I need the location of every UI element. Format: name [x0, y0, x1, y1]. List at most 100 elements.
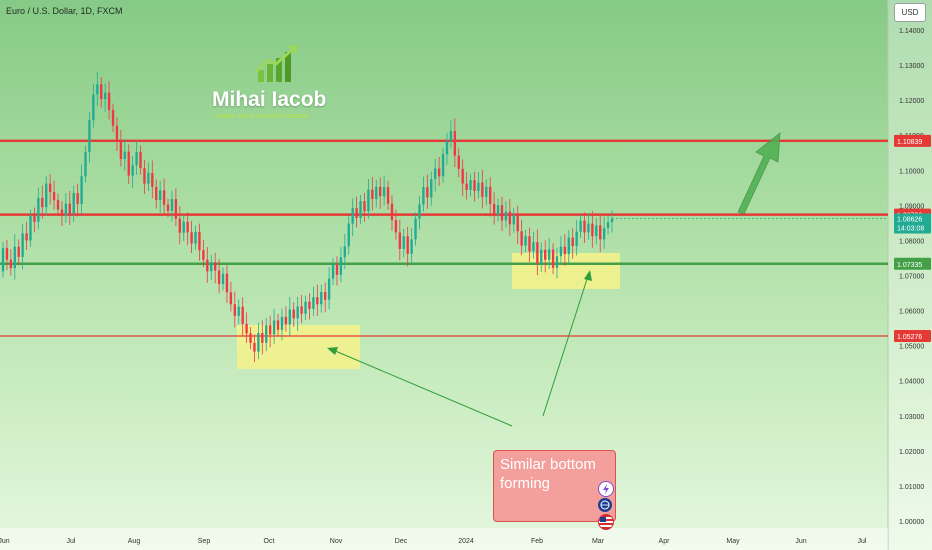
candle-body[interactable] [512, 215, 515, 225]
candle-body[interactable] [359, 201, 362, 218]
candle-body[interactable] [567, 237, 570, 255]
candle-body[interactable] [123, 151, 126, 160]
candle-body[interactable] [233, 304, 236, 316]
candle-body[interactable] [571, 237, 574, 247]
candle-body[interactable] [127, 151, 130, 176]
candle-body[interactable] [272, 320, 276, 335]
candle-body[interactable] [410, 239, 413, 254]
candle-body[interactable] [56, 200, 60, 210]
candle-body[interactable] [386, 187, 390, 204]
candle-body[interactable] [198, 232, 201, 251]
candle-body[interactable] [147, 173, 150, 184]
candle-body[interactable] [528, 236, 531, 252]
candle-body[interactable] [437, 168, 441, 177]
candle-body[interactable] [52, 192, 56, 201]
candle-body[interactable] [461, 168, 464, 184]
candle-body[interactable] [115, 125, 119, 141]
candle-body[interactable] [343, 246, 347, 258]
candle-body[interactable] [371, 189, 374, 200]
candle-body[interactable] [449, 131, 453, 142]
projection-arrow[interactable] [737, 132, 781, 215]
candle-body[interactable] [375, 186, 378, 200]
candle-body[interactable] [64, 203, 68, 216]
candle-body[interactable] [9, 259, 13, 269]
arrow-to-oct-bottom[interactable] [332, 349, 513, 427]
candle-body[interactable] [524, 236, 527, 246]
candle-body[interactable] [555, 256, 559, 268]
candle-body[interactable] [210, 262, 213, 272]
candle-body[interactable] [68, 203, 71, 214]
candle-body[interactable] [331, 264, 335, 279]
candle-body[interactable] [217, 270, 221, 284]
candle-body[interactable] [327, 278, 331, 300]
candle-body[interactable] [583, 220, 586, 233]
candle-body[interactable] [178, 218, 181, 233]
candle-body[interactable] [496, 205, 500, 216]
candle-body[interactable] [60, 209, 64, 216]
candle-body[interactable] [587, 223, 590, 233]
candle-body[interactable] [610, 218, 614, 223]
candle-body[interactable] [536, 242, 539, 264]
currency-button[interactable]: USD [894, 3, 926, 22]
candle-body[interactable] [324, 291, 327, 300]
annotation-note[interactable]: Similar bottom forming [493, 450, 616, 530]
candle-body[interactable] [76, 193, 79, 204]
candle-body[interactable] [80, 176, 83, 204]
candle-body[interactable] [394, 220, 398, 233]
candle-body[interactable] [186, 221, 189, 233]
candle-body[interactable] [591, 223, 594, 237]
candle-body[interactable] [13, 246, 16, 269]
candle-body[interactable] [320, 291, 323, 305]
candle-body[interactable] [100, 84, 103, 100]
candle-body[interactable] [249, 333, 252, 343]
candle-body[interactable] [347, 223, 350, 247]
candle-body[interactable] [308, 301, 311, 309]
candle-body[interactable] [426, 187, 429, 198]
candle-body[interactable] [241, 306, 244, 324]
candle-body[interactable] [288, 309, 291, 325]
candle-body[interactable] [422, 187, 425, 205]
candle-body[interactable] [21, 233, 24, 257]
candle-body[interactable] [544, 249, 547, 260]
candle-body[interactable] [88, 120, 91, 153]
candle-body[interactable] [92, 94, 95, 121]
candle-body[interactable] [304, 301, 307, 314]
candle-body[interactable] [606, 222, 610, 229]
candle-body[interactable] [559, 246, 563, 257]
candle-body[interactable] [280, 316, 284, 330]
candle-body[interactable] [37, 197, 40, 222]
candle-body[interactable] [457, 155, 460, 169]
candle-body[interactable] [520, 231, 523, 246]
candle-body[interactable] [481, 182, 484, 197]
time-axis[interactable] [0, 528, 888, 550]
candle-body[interactable] [225, 273, 229, 293]
candle-body[interactable] [296, 306, 299, 319]
candle-body[interactable] [190, 232, 193, 244]
candle-body[interactable] [540, 249, 543, 264]
candle-body[interactable] [5, 248, 9, 260]
candle-body[interactable] [170, 199, 174, 211]
candle-body[interactable] [206, 259, 209, 272]
candle-body[interactable] [599, 225, 602, 240]
candle-body[interactable] [473, 180, 476, 191]
candle-body[interactable] [229, 292, 233, 305]
candle-body[interactable] [602, 228, 606, 240]
candle-body[interactable] [500, 205, 504, 221]
candle-body[interactable] [465, 183, 468, 190]
candle-body[interactable] [351, 208, 354, 224]
candle-body[interactable] [504, 211, 508, 221]
candle-body[interactable] [563, 246, 567, 255]
candle-body[interactable] [257, 333, 260, 352]
candle-body[interactable] [284, 316, 288, 325]
arrow-to-feb-bottom[interactable] [542, 275, 589, 417]
candle-body[interactable] [276, 320, 280, 330]
candle-body[interactable] [355, 208, 358, 218]
candle-body[interactable] [516, 215, 519, 232]
candle-body[interactable] [434, 168, 437, 180]
candle-body[interactable] [492, 203, 496, 216]
candle-body[interactable] [575, 231, 578, 247]
candle-body[interactable] [508, 211, 512, 225]
globe-icon[interactable] [598, 498, 612, 512]
candle-body[interactable] [312, 297, 315, 309]
